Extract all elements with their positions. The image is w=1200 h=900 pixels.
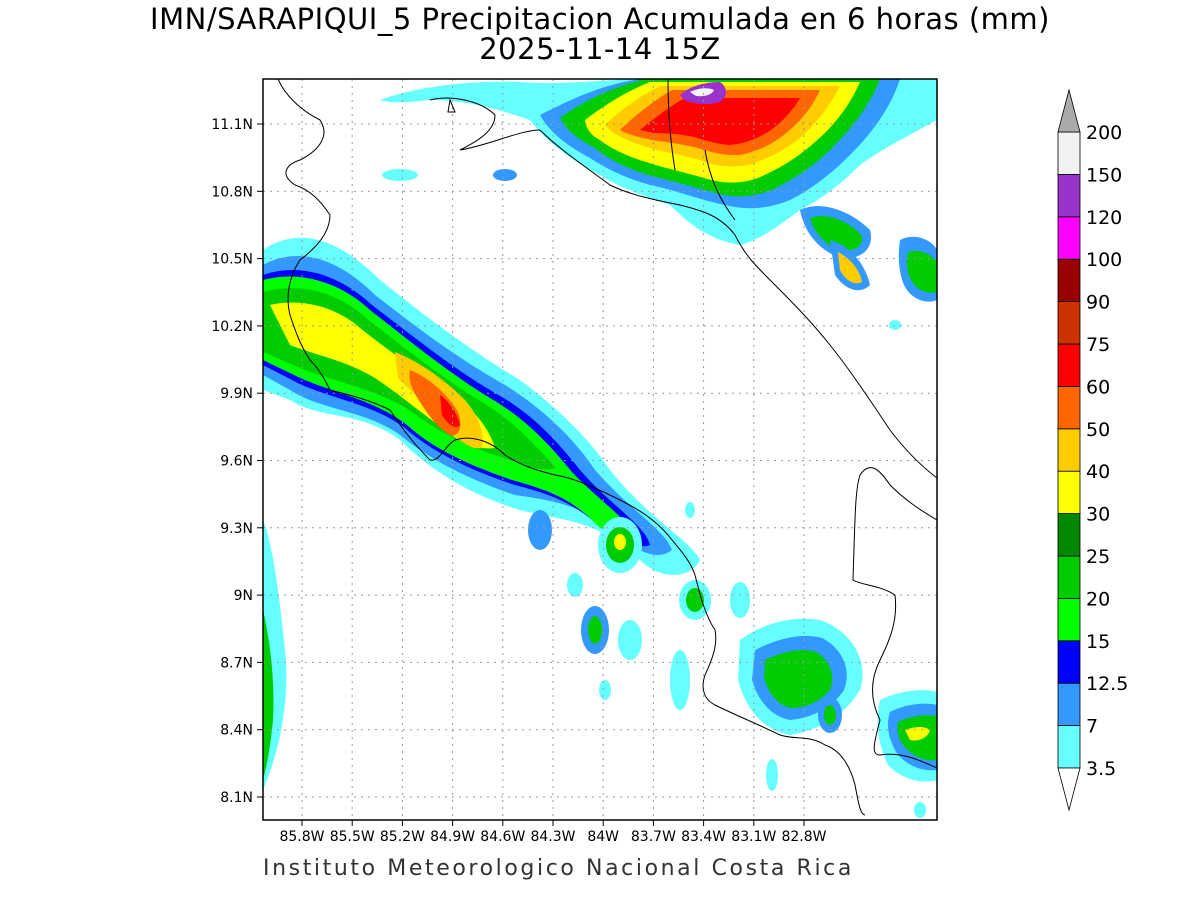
colorbar-level-label: 60: [1086, 376, 1110, 398]
lon-tick-label: 83.4W: [681, 829, 726, 845]
lon-tick-label: 85.8W: [279, 829, 324, 845]
colorbar-level-label: 90: [1086, 292, 1110, 314]
colorbar-segment: [1057, 555, 1081, 599]
lat-tick-label: 10.5N: [211, 252, 253, 268]
map-title-line2: 2025-11-14 15Z: [479, 32, 721, 66]
map-gridlines: [263, 79, 937, 820]
lon-tick-label: 84.6W: [480, 829, 525, 845]
lat-tick-label: 8.4N: [220, 723, 253, 739]
coastline-outline: [277, 79, 937, 816]
lon-tick-label: 84.9W: [430, 829, 475, 845]
footer-credit: Instituto Meteorologico Nacional Costa R…: [263, 856, 854, 881]
colorbar-segment: [1057, 343, 1081, 387]
lat-tick-label: 8.7N: [220, 655, 253, 671]
colorbar-level-label: 15: [1086, 631, 1110, 653]
lon-tick-label: 85.5W: [330, 829, 375, 845]
colorbar-level-label: 20: [1086, 588, 1110, 610]
plot-frame: [262, 78, 938, 821]
lat-tick-label: 10.8N: [211, 184, 253, 200]
latitude-axis: 11.1N 10.8N 10.5N 10.2N 9.9N 9.6N 9.3N 9N 8.7N 8.…: [211, 117, 263, 806]
colorbar-level-label: 40: [1086, 461, 1110, 483]
colorbar-level-label: 75: [1086, 334, 1110, 356]
lon-tick-label: 84W: [587, 829, 619, 845]
colorbar-level-label: 120: [1086, 207, 1122, 229]
colorbar-level-label: 25: [1086, 546, 1110, 568]
colorbar-segment: [1057, 640, 1081, 684]
lon-tick-label: 84.3W: [530, 829, 575, 845]
colorbar-top-arrow: [1057, 88, 1081, 133]
lat-tick-label: 8.1N: [220, 790, 253, 806]
colorbar-level-label: 30: [1086, 504, 1110, 526]
lat-tick-label: 9.3N: [220, 521, 253, 537]
colorbar-level-label: 150: [1086, 164, 1122, 186]
colorbar-segment: [1057, 470, 1081, 515]
colorbar-segment: [1057, 173, 1081, 218]
colorbar-level-label: 50: [1086, 419, 1110, 441]
lon-tick-label: 83.7W: [631, 829, 676, 845]
colorbar-segment: [1057, 301, 1081, 345]
colorbar-segment: [1057, 131, 1081, 175]
lat-tick-label: 9.9N: [220, 386, 253, 402]
colorbar-level-label: 7: [1086, 716, 1098, 738]
colorbar-segment: [1057, 682, 1081, 727]
map-title-line1: IMN/SARAPIQUI_5 Precipitacion Acumulada …: [150, 2, 1050, 36]
colorbar-bottom-arrow: [1057, 767, 1081, 812]
colorbar-segment: [1057, 258, 1081, 303]
colorbar-level-label: 3.5: [1086, 758, 1116, 780]
colorbar-level-label: 200: [1086, 122, 1122, 144]
longitude-axis: 85.8W 85.5W 85.2W 84.9W 84.6W 84.3W 84W 83.7W 83…: [279, 820, 827, 845]
lat-tick-label: 10.2N: [211, 319, 253, 335]
colorbar-segment: [1057, 428, 1081, 472]
colorbar-level-label: 12.5: [1086, 673, 1128, 695]
colorbar-segment: [1057, 216, 1081, 260]
lon-tick-label: 85.2W: [380, 829, 425, 845]
colorbar-segment: [1057, 725, 1081, 769]
lat-tick-label: 11.1N: [211, 117, 253, 133]
precipitation-colorbar: 3.5 7 12.5 15 20 25 30 40 50 60 75 90 100 120 150 200: [1057, 88, 1128, 812]
colorbar-level-label: 100: [1086, 249, 1122, 271]
lat-tick-label: 9.6N: [220, 454, 253, 470]
colorbar-segment: [1057, 385, 1081, 430]
lon-tick-label: 83.1W: [731, 829, 776, 845]
colorbar-segment: [1057, 598, 1081, 642]
lat-tick-label: 9N: [234, 588, 253, 604]
precipitation-field: [263, 79, 937, 818]
colorbar-segment: [1057, 513, 1081, 557]
lon-tick-label: 82.8W: [781, 829, 826, 845]
